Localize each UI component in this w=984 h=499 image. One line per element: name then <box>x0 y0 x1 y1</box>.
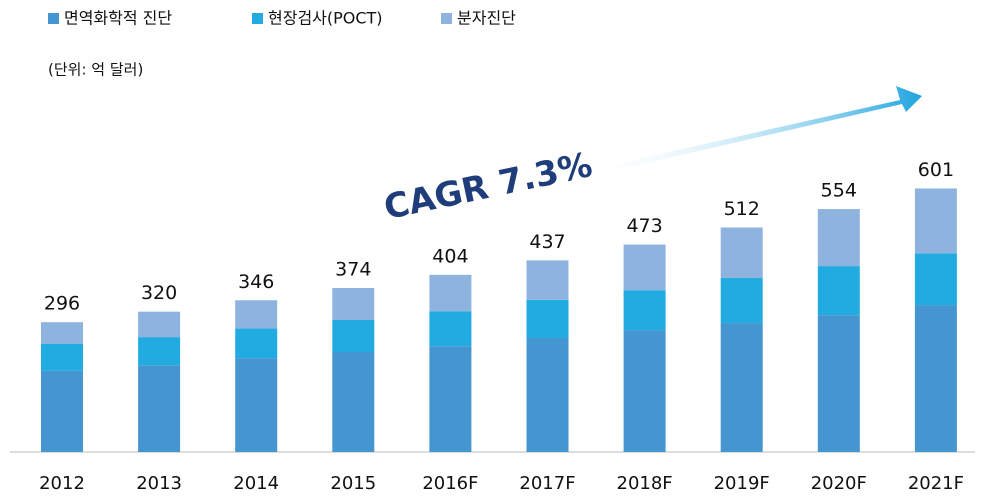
bar-segment <box>429 311 472 347</box>
total-label: 437 <box>529 231 565 253</box>
x-tick-label: 2016F <box>422 473 478 494</box>
bar-segment <box>429 346 472 452</box>
cagr-annotation: CAGR 7.3% <box>381 145 596 228</box>
bar-segment <box>720 227 763 278</box>
bar-segment <box>138 337 181 366</box>
bar-segment <box>332 320 375 353</box>
bar-segment <box>817 266 860 316</box>
total-label: 554 <box>821 180 857 202</box>
legend-swatch <box>252 13 263 24</box>
bar-segment <box>41 322 83 344</box>
x-tick-label: 2020F <box>811 473 867 494</box>
growth-arrow <box>580 86 922 178</box>
bar-segment <box>623 244 666 291</box>
bar-segment <box>914 305 957 452</box>
bar-segment <box>526 337 569 452</box>
bar-segment <box>623 330 666 452</box>
x-tick-label: 2012 <box>39 473 85 494</box>
total-label: 601 <box>918 159 954 181</box>
bar-segment <box>720 323 763 452</box>
total-label: 320 <box>141 282 177 304</box>
bar-segment <box>138 365 181 452</box>
bar-segment <box>138 311 181 338</box>
bar-segment <box>526 260 569 300</box>
x-tick-label: 2019F <box>714 473 770 494</box>
legend-swatch <box>441 13 452 24</box>
total-label: 512 <box>724 198 760 220</box>
x-tick-label: 2015 <box>330 473 376 494</box>
x-tick-label: 2013 <box>136 473 182 494</box>
bar-segment <box>332 352 375 452</box>
x-tick-label: 2017F <box>519 473 575 494</box>
bar-segment <box>914 188 957 254</box>
legend-swatch <box>48 13 59 24</box>
bar-segment <box>235 328 278 359</box>
total-label: 346 <box>238 271 274 293</box>
bar-segment <box>914 253 957 306</box>
subtitle: (단위: 억 달러) <box>48 61 143 79</box>
bar-segment <box>41 343 83 371</box>
legend-label: 면역화학적 진단 <box>64 9 172 28</box>
total-label: 404 <box>432 245 468 267</box>
total-label: 473 <box>626 215 662 237</box>
x-tick-label: 2021F <box>908 473 964 494</box>
total-label: 296 <box>44 293 80 315</box>
legend-label: 현장검사(POCT) <box>268 9 383 28</box>
bar-segment <box>41 370 83 452</box>
bar-segment <box>720 277 763 324</box>
bar-segment <box>817 209 860 267</box>
bar-segment <box>429 274 472 312</box>
x-tick-label: 2014 <box>233 473 279 494</box>
total-label: 374 <box>335 259 371 281</box>
bar-segment <box>526 299 569 338</box>
legend-label: 분자진단 <box>457 9 516 28</box>
bar-segment <box>623 290 666 331</box>
x-tick-label: 2018F <box>617 473 673 494</box>
bar-segment <box>817 315 860 452</box>
bar-segment <box>332 288 375 321</box>
bar-segment <box>235 300 278 329</box>
bar-segment <box>235 358 278 452</box>
